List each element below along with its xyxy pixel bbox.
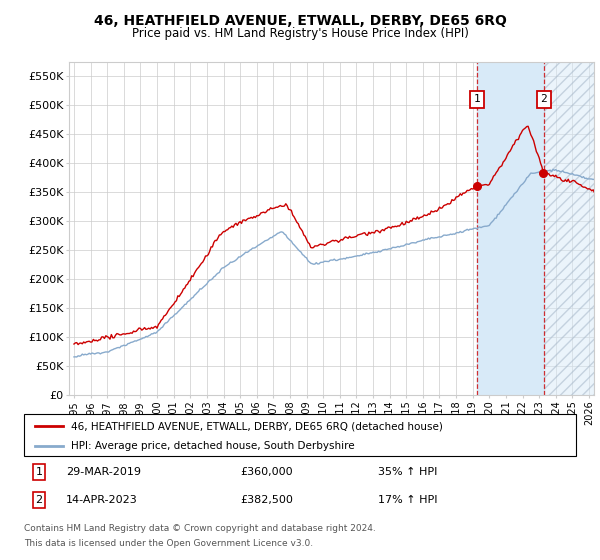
Text: 46, HEATHFIELD AVENUE, ETWALL, DERBY, DE65 6RQ (detached house): 46, HEATHFIELD AVENUE, ETWALL, DERBY, DE… [71,421,443,431]
Text: 2: 2 [35,495,43,505]
Text: 29-MAR-2019: 29-MAR-2019 [66,467,141,477]
Text: £360,000: £360,000 [240,467,293,477]
Text: 14-APR-2023: 14-APR-2023 [66,495,138,505]
Text: HPI: Average price, detached house, South Derbyshire: HPI: Average price, detached house, Sout… [71,441,355,451]
Text: Price paid vs. HM Land Registry's House Price Index (HPI): Price paid vs. HM Land Registry's House … [131,27,469,40]
Bar [477,62,544,395]
Text: 17% ↑ HPI: 17% ↑ HPI [378,495,437,505]
Text: 2: 2 [541,94,547,104]
Text: £382,500: £382,500 [240,495,293,505]
Bar [544,62,594,395]
Text: 35% ↑ HPI: 35% ↑ HPI [378,467,437,477]
Text: Contains HM Land Registry data © Crown copyright and database right 2024.: Contains HM Land Registry data © Crown c… [24,524,376,533]
FancyBboxPatch shape [24,414,576,456]
Text: 1: 1 [473,94,480,104]
Bar [544,62,594,395]
Text: 1: 1 [35,467,43,477]
Text: 46, HEATHFIELD AVENUE, ETWALL, DERBY, DE65 6RQ: 46, HEATHFIELD AVENUE, ETWALL, DERBY, DE… [94,14,506,28]
Text: This data is licensed under the Open Government Licence v3.0.: This data is licensed under the Open Gov… [24,539,313,548]
